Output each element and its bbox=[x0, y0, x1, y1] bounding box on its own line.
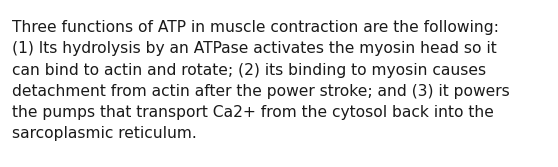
Text: Three functions of ATP in muscle contraction are the following:
(1) Its hydrolys: Three functions of ATP in muscle contrac… bbox=[12, 20, 510, 141]
